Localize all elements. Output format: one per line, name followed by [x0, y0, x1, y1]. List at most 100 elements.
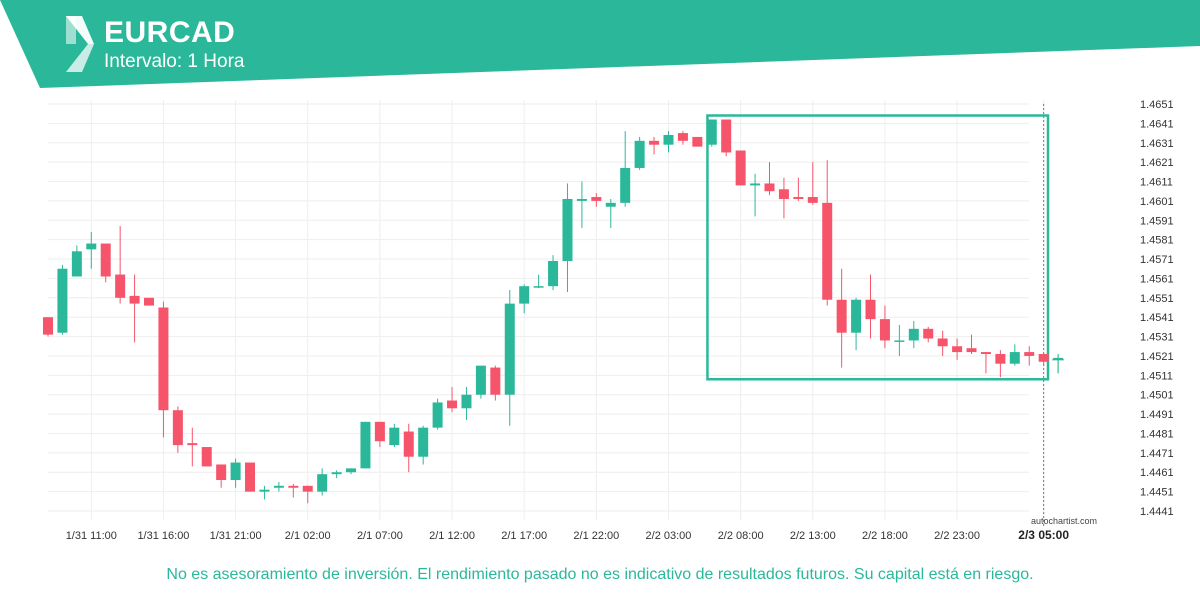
candle-up [418, 425, 429, 465]
candle-body [403, 431, 414, 457]
y-tick-label: 1.4481 [1140, 428, 1174, 440]
candle-body [504, 303, 515, 395]
candle-body [86, 243, 97, 250]
candle-body [360, 421, 371, 469]
candle-down [1038, 354, 1049, 366]
candle-down [995, 350, 1006, 378]
pattern-box [706, 114, 1050, 381]
candle-body [201, 447, 212, 467]
candle-up [605, 198, 616, 229]
candle-down [865, 274, 876, 339]
candle-down [490, 365, 501, 401]
y-tick-label: 1.4571 [1140, 254, 1174, 266]
candle-body [649, 140, 660, 145]
y-tick-label: 1.4551 [1140, 293, 1174, 305]
candle-up [317, 468, 328, 496]
candle-up [533, 274, 544, 289]
grid [48, 100, 1045, 520]
y-tick-label: 1.4631 [1140, 138, 1174, 150]
candle-down [735, 150, 746, 186]
candle-up [57, 264, 68, 335]
candle-body [807, 197, 818, 203]
x-tick-label: 2/1 17:00 [501, 530, 547, 542]
candle-down [778, 177, 789, 219]
candle-body [677, 133, 688, 141]
candle-down [374, 421, 385, 448]
y-tick-label: 1.4451 [1140, 487, 1174, 499]
candle-body [418, 427, 429, 457]
candle-body [836, 299, 847, 333]
candle-body [706, 119, 717, 145]
candle-body [129, 295, 140, 304]
candle-body [1038, 354, 1049, 362]
candle-up [1009, 344, 1020, 366]
x-tick-label: 2/1 22:00 [573, 530, 619, 542]
candle-body [144, 297, 155, 306]
candle-body [865, 299, 876, 320]
candle-body [735, 150, 746, 186]
candle-body [57, 268, 68, 333]
candle-body [908, 328, 919, 341]
y-tick-label: 1.4591 [1140, 215, 1174, 227]
candle-body [620, 167, 631, 203]
candle-body [576, 198, 587, 201]
x-tick-label: 2/2 18:00 [862, 530, 908, 542]
candle-down [980, 352, 991, 374]
candle-down [187, 427, 198, 467]
candle-body [966, 348, 977, 353]
candle-up [461, 386, 472, 420]
candle-up [346, 468, 357, 475]
y-tick-label: 1.4461 [1140, 467, 1174, 479]
y-tick-label: 1.4491 [1140, 409, 1174, 421]
x-tick-label: 1/31 16:00 [137, 530, 189, 542]
candle-body [115, 274, 126, 298]
current-price-marker [1052, 354, 1065, 373]
candle-body [822, 202, 833, 300]
candle-down [591, 193, 602, 207]
candle-body [187, 443, 198, 446]
interval-subtitle: Intervalo: 1 Hora [104, 51, 245, 72]
candle-body [591, 197, 602, 201]
candle-up [389, 423, 400, 448]
candle-down [677, 131, 688, 145]
candle-body [71, 251, 82, 277]
y-tick-label: 1.4621 [1140, 157, 1174, 169]
candle-body [432, 402, 443, 428]
candle-body [273, 485, 284, 488]
candle-down [158, 301, 169, 438]
instrument-title: EURCAD [104, 16, 236, 49]
candle-body [923, 328, 934, 339]
candle-down [966, 334, 977, 355]
autochartist-logo-icon [66, 16, 94, 72]
candle-up [620, 131, 631, 207]
candle-body [980, 352, 991, 355]
candle-down [721, 119, 732, 157]
candle-body [1009, 352, 1020, 364]
candle-body [447, 400, 458, 409]
candle-body [475, 365, 486, 395]
candle-body [548, 260, 559, 287]
candle-body [230, 462, 241, 480]
candle-body [172, 410, 183, 446]
candle-body [952, 346, 963, 353]
candle-up [475, 365, 486, 399]
candle-body [605, 202, 616, 207]
y-tick-label: 1.4471 [1140, 448, 1174, 460]
candle-body [721, 119, 732, 153]
candle-body [879, 319, 890, 341]
candle-down [115, 226, 126, 304]
candle-body [851, 299, 862, 333]
candle-up [360, 421, 371, 469]
candle-body [490, 367, 501, 395]
candle-down [201, 447, 212, 467]
candles [43, 119, 1064, 504]
y-tick-label: 1.4511 [1140, 370, 1173, 382]
candle-down [836, 268, 847, 368]
candle-body [894, 340, 905, 342]
candle-body [764, 183, 775, 192]
candlestick-chart: 1.4651 1.4641 1.4631 1.4621 1.4611 1.4601 1.45… [43, 99, 1174, 542]
y-tick-label: 1.4521 [1140, 351, 1174, 363]
candle-body [317, 474, 328, 492]
candle-up [663, 131, 674, 153]
candle-body [43, 317, 53, 335]
